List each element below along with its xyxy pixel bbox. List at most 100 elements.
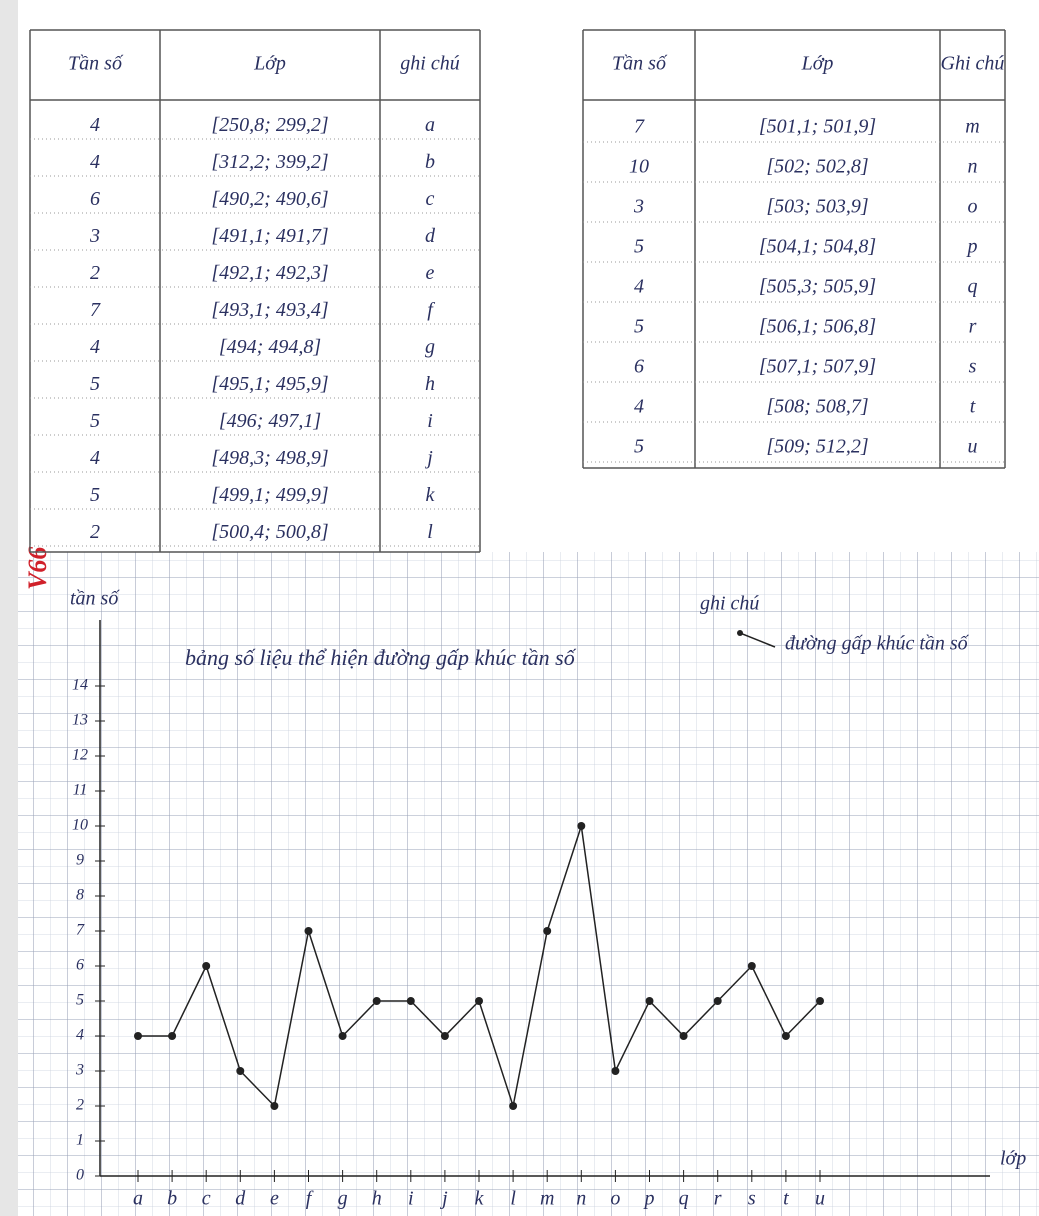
x-tick-label: q bbox=[679, 1188, 689, 1210]
table-cell: 5 bbox=[90, 410, 100, 432]
y-tick-label: 13 bbox=[72, 712, 88, 729]
data-point bbox=[577, 822, 586, 830]
table-cell: 5 bbox=[634, 316, 644, 338]
table-cell: 6 bbox=[634, 356, 644, 378]
table-cell: [498,3; 498,9] bbox=[211, 447, 328, 469]
y-tick-label: 0 bbox=[76, 1167, 84, 1184]
table-cell: f bbox=[427, 299, 435, 321]
table-cell: [493,1; 493,4] bbox=[211, 299, 328, 321]
table-cell: [505,3; 505,9] bbox=[759, 276, 876, 298]
table-header: Tần số bbox=[68, 53, 124, 75]
data-point bbox=[270, 1102, 279, 1110]
table-cell: [494; 494,8] bbox=[219, 336, 321, 358]
table-cell: 4 bbox=[634, 276, 644, 298]
x-tick-label: d bbox=[235, 1188, 246, 1210]
table-cell: [504,1; 504,8] bbox=[759, 236, 876, 258]
data-point bbox=[134, 1032, 142, 1040]
table-header: Ghi chú bbox=[941, 53, 1005, 75]
y-axis-label: tần số bbox=[70, 588, 120, 610]
legend-dot bbox=[737, 630, 743, 636]
table-cell: b bbox=[425, 151, 435, 173]
table-cell: [496; 497,1] bbox=[219, 410, 321, 432]
data-point bbox=[406, 997, 415, 1005]
table-cell: 4 bbox=[90, 336, 100, 358]
table-cell: 2 bbox=[90, 262, 100, 284]
x-tick-label: p bbox=[643, 1188, 655, 1210]
table-header: Lớp bbox=[253, 53, 286, 75]
stamp: V66 bbox=[23, 547, 52, 590]
table-cell: 4 bbox=[90, 151, 100, 173]
x-tick-label: j bbox=[439, 1188, 448, 1210]
x-tick-label: l bbox=[510, 1188, 516, 1210]
x-tick-label: k bbox=[475, 1188, 485, 1210]
table-cell: [503; 503,9] bbox=[766, 196, 868, 218]
table-cell: t bbox=[970, 396, 976, 418]
data-point bbox=[202, 962, 211, 970]
data-point bbox=[304, 927, 313, 935]
x-tick-label: f bbox=[306, 1188, 314, 1210]
x-tick-label: a bbox=[133, 1188, 143, 1210]
y-tick-label: 4 bbox=[76, 1027, 84, 1044]
table-cell: 6 bbox=[90, 188, 100, 210]
table-header: ghi chú bbox=[400, 53, 459, 75]
y-tick-label: 1 bbox=[76, 1132, 84, 1149]
table-cell: r bbox=[969, 316, 977, 338]
y-tick-label: 8 bbox=[76, 887, 84, 904]
data-point bbox=[645, 997, 654, 1005]
table-cell: [508; 508,7] bbox=[766, 396, 868, 418]
table-cell: 5 bbox=[634, 436, 644, 458]
table-cell: 3 bbox=[633, 196, 644, 218]
table-cell: 10 bbox=[629, 156, 649, 178]
table-cell: u bbox=[968, 436, 978, 458]
table-cell: m bbox=[965, 116, 979, 138]
table-cell: [491,1; 491,7] bbox=[211, 225, 328, 247]
table-header: Tần số bbox=[612, 53, 668, 75]
table-cell: a bbox=[425, 114, 435, 136]
table-cell: [492,1; 492,3] bbox=[211, 262, 328, 284]
table-cell: 7 bbox=[634, 116, 645, 138]
table-cell: [500,4; 500,8] bbox=[211, 521, 328, 543]
y-tick-label: 2 bbox=[76, 1097, 84, 1114]
y-tick-label: 14 bbox=[72, 677, 88, 694]
table-header: Lớp bbox=[801, 53, 834, 75]
data-point bbox=[236, 1067, 245, 1075]
table-cell: g bbox=[425, 336, 435, 358]
table-cell: d bbox=[425, 225, 436, 247]
x-tick-label: r bbox=[714, 1188, 722, 1210]
table-cell: 5 bbox=[90, 373, 100, 395]
table-cell: [509; 512,2] bbox=[766, 436, 868, 458]
table-cell: 3 bbox=[89, 225, 100, 247]
table-cell: [502; 502,8] bbox=[766, 156, 868, 178]
x-tick-label: t bbox=[783, 1188, 789, 1210]
x-tick-label: e bbox=[270, 1188, 279, 1210]
table-cell: 4 bbox=[634, 396, 644, 418]
table-cell: [495,1; 495,9] bbox=[211, 373, 328, 395]
table-cell: l bbox=[427, 521, 433, 543]
x-tick-label: c bbox=[202, 1188, 211, 1210]
data-point bbox=[679, 1032, 688, 1040]
table-cell: [499,1; 499,9] bbox=[211, 484, 328, 506]
table-cell: p bbox=[966, 236, 978, 258]
table-cell: [506,1; 506,8] bbox=[759, 316, 876, 338]
x-tick-label: b bbox=[167, 1188, 177, 1210]
data-point bbox=[543, 927, 552, 935]
legend-label: đường gấp khúc tần số bbox=[785, 633, 970, 655]
y-tick-label: 6 bbox=[76, 957, 84, 974]
table-cell: 4 bbox=[90, 447, 100, 469]
y-tick-label: 5 bbox=[76, 992, 84, 1009]
data-point bbox=[713, 997, 722, 1005]
x-tick-label: u bbox=[815, 1188, 825, 1210]
data-point bbox=[338, 1032, 347, 1040]
table-cell: 5 bbox=[90, 484, 100, 506]
legend-swatch bbox=[739, 632, 776, 648]
table-cell: [507,1; 507,9] bbox=[759, 356, 876, 378]
table-cell: 2 bbox=[90, 521, 100, 543]
x-tick-label: o bbox=[610, 1188, 620, 1210]
table-cell: k bbox=[426, 484, 436, 506]
data-point bbox=[509, 1102, 518, 1110]
y-tick-label: 12 bbox=[72, 747, 88, 764]
table-cell: n bbox=[968, 156, 978, 178]
x-tick-label: h bbox=[372, 1188, 382, 1210]
data-point bbox=[168, 1032, 177, 1040]
grid-paper bbox=[18, 552, 1039, 1216]
